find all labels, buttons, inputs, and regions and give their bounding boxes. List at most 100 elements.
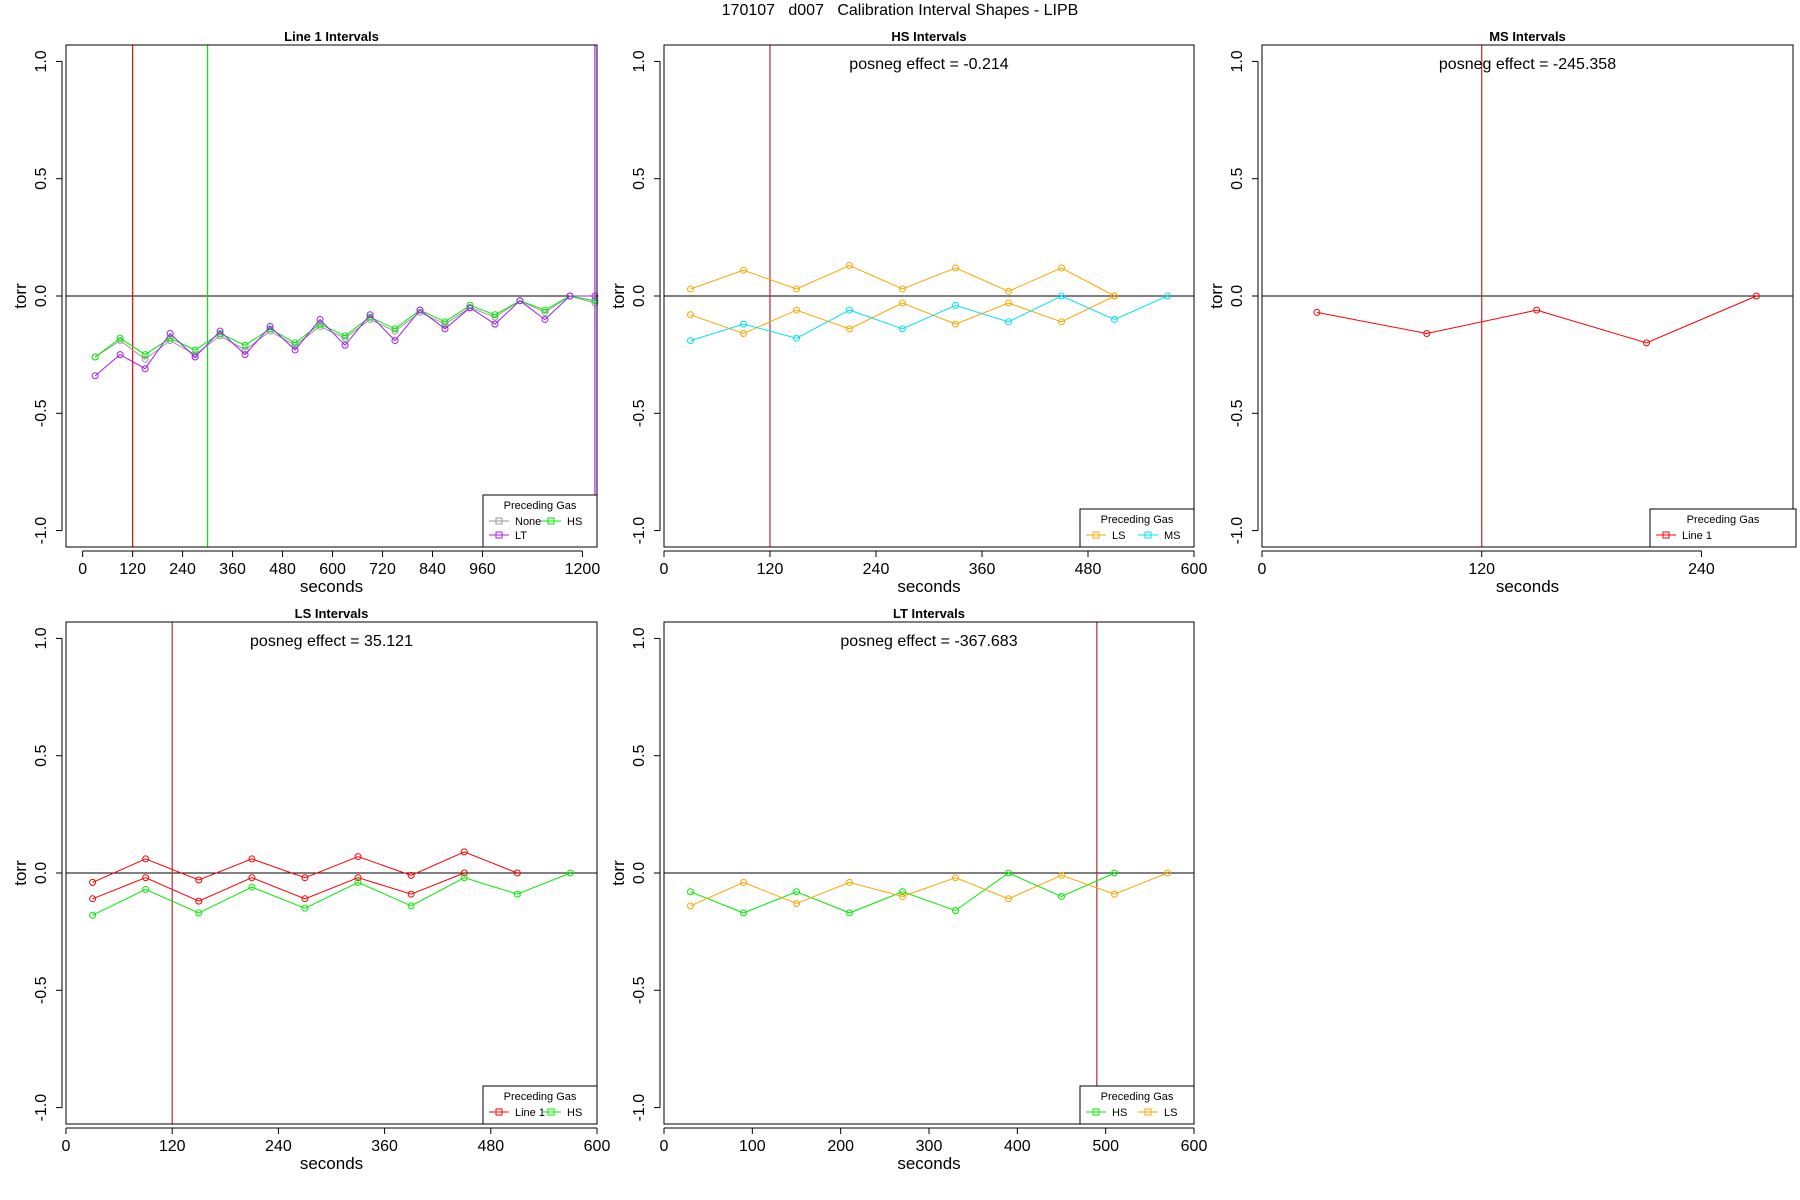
data-point xyxy=(1111,315,1118,323)
data-point xyxy=(341,332,349,340)
data-point xyxy=(846,306,853,314)
data-point xyxy=(1643,339,1651,347)
data-point xyxy=(441,325,449,333)
data-point xyxy=(591,297,599,305)
data-point xyxy=(301,904,309,912)
legend-label: HS xyxy=(567,1107,582,1119)
chart-title: HS Intervals xyxy=(891,29,966,44)
x-axis-label: seconds xyxy=(897,577,960,596)
legend-marker xyxy=(1144,1108,1152,1116)
data-point xyxy=(460,848,468,856)
data-point xyxy=(1111,890,1118,898)
data-point xyxy=(316,320,324,328)
chart-panel-lt-intervals: LT Intervals 0 100 200 300 400 500 600 seconds -1… xyxy=(609,606,1207,1173)
data-point xyxy=(341,334,349,342)
legend-box xyxy=(482,1085,598,1125)
x-tick-label: 960 xyxy=(469,561,496,578)
y-tick-label: -1.0 xyxy=(631,517,648,545)
data-point xyxy=(899,888,906,896)
legend: Preceding Gas Line 1 HS xyxy=(482,1085,598,1125)
chart-panel-line-1-intervals: Line 1 Intervals 0 120 240 360 480 600 720 840 96… xyxy=(11,29,600,596)
data-point xyxy=(846,909,853,917)
data-point xyxy=(687,285,694,293)
y-tick-label: 0.5 xyxy=(1229,167,1246,189)
x-tick-label: 500 xyxy=(1092,1138,1119,1155)
data-point xyxy=(89,895,97,903)
data-point xyxy=(460,874,468,882)
legend-marker xyxy=(1144,531,1152,539)
data-point xyxy=(846,878,853,886)
series-line-lt xyxy=(94,295,595,377)
y-tick-label: -1.0 xyxy=(33,517,50,545)
y-tick-label: 0.0 xyxy=(33,285,50,307)
posneg-effect-annotation: posneg effect = -367.683 xyxy=(840,633,1017,650)
x-tick-label: 360 xyxy=(371,1138,398,1155)
data-point xyxy=(291,339,299,347)
chart-panel-hs-intervals: HS Intervals 0 120 240 360 480 600 seconds -1.0 -… xyxy=(609,29,1207,596)
data-point xyxy=(354,878,362,886)
series-line-ls xyxy=(690,264,1115,297)
legend-entry-lt: LT xyxy=(489,530,527,542)
legend: Preceding Gas LS MS xyxy=(1079,508,1195,548)
legend-title: Preceding Gas xyxy=(1687,514,1760,526)
data-point xyxy=(1164,292,1171,300)
series-line-hs xyxy=(690,872,1115,914)
series-line-line-1 xyxy=(92,872,465,902)
data-point xyxy=(513,890,521,898)
data-point xyxy=(116,351,124,359)
legend-entry-ls: LS xyxy=(1138,1107,1177,1119)
x-axis-label: seconds xyxy=(300,577,363,596)
legend-box xyxy=(1079,508,1195,548)
legend-box xyxy=(1649,508,1797,548)
legend: Preceding Gas Line 1 xyxy=(1649,508,1797,548)
x-tick-label: 120 xyxy=(159,1138,186,1155)
data-point xyxy=(248,883,256,891)
x-tick-label: 300 xyxy=(916,1138,943,1155)
plot-frame xyxy=(65,621,598,1125)
x-tick-label: 360 xyxy=(969,561,996,578)
x-tick-label: 120 xyxy=(1468,561,1495,578)
data-point xyxy=(391,337,399,345)
y-tick-label: 0.5 xyxy=(33,167,50,189)
x-tick-label: 1200 xyxy=(565,561,601,578)
y-tick-label: -1.0 xyxy=(33,1094,50,1122)
data-point xyxy=(1005,287,1012,295)
data-point xyxy=(846,262,853,270)
y-tick-label: 0.0 xyxy=(631,285,648,307)
legend-marker xyxy=(1662,531,1670,539)
x-tick-label: 480 xyxy=(477,1138,504,1155)
series-line-ls xyxy=(690,295,1115,335)
chart-title: MS Intervals xyxy=(1489,29,1566,44)
data-point xyxy=(195,909,203,917)
legend-marker xyxy=(547,517,555,525)
data-point xyxy=(142,885,150,893)
data-point xyxy=(491,311,499,319)
data-point xyxy=(191,353,199,361)
series-line-ms xyxy=(690,295,1168,342)
data-point xyxy=(952,264,959,272)
legend-entry-line-1: Line 1 xyxy=(1656,530,1712,542)
series-line-hs xyxy=(92,872,571,916)
legend-entry-line-1: Line 1 xyxy=(489,1107,545,1119)
data-point xyxy=(141,365,149,373)
y-tick-label: 0.5 xyxy=(33,744,50,766)
x-tick-label: 200 xyxy=(827,1138,854,1155)
data-point xyxy=(291,346,299,354)
plot-frame xyxy=(1261,44,1794,548)
legend-label: LT xyxy=(515,530,527,542)
data-point xyxy=(793,899,800,907)
legend-title: Preceding Gas xyxy=(504,1091,577,1103)
data-point xyxy=(952,907,959,915)
data-point xyxy=(591,292,599,300)
legend-entry-hs: HS xyxy=(541,1107,582,1119)
legend-marker xyxy=(547,1108,555,1116)
legend-marker xyxy=(1092,1108,1100,1116)
x-tick-label: 480 xyxy=(269,561,296,578)
data-point xyxy=(1058,871,1065,879)
data-point xyxy=(1423,330,1431,338)
posneg-effect-annotation: posneg effect = -245.358 xyxy=(1439,56,1616,73)
data-point xyxy=(899,892,906,900)
data-point xyxy=(241,341,249,349)
data-point xyxy=(687,337,694,345)
